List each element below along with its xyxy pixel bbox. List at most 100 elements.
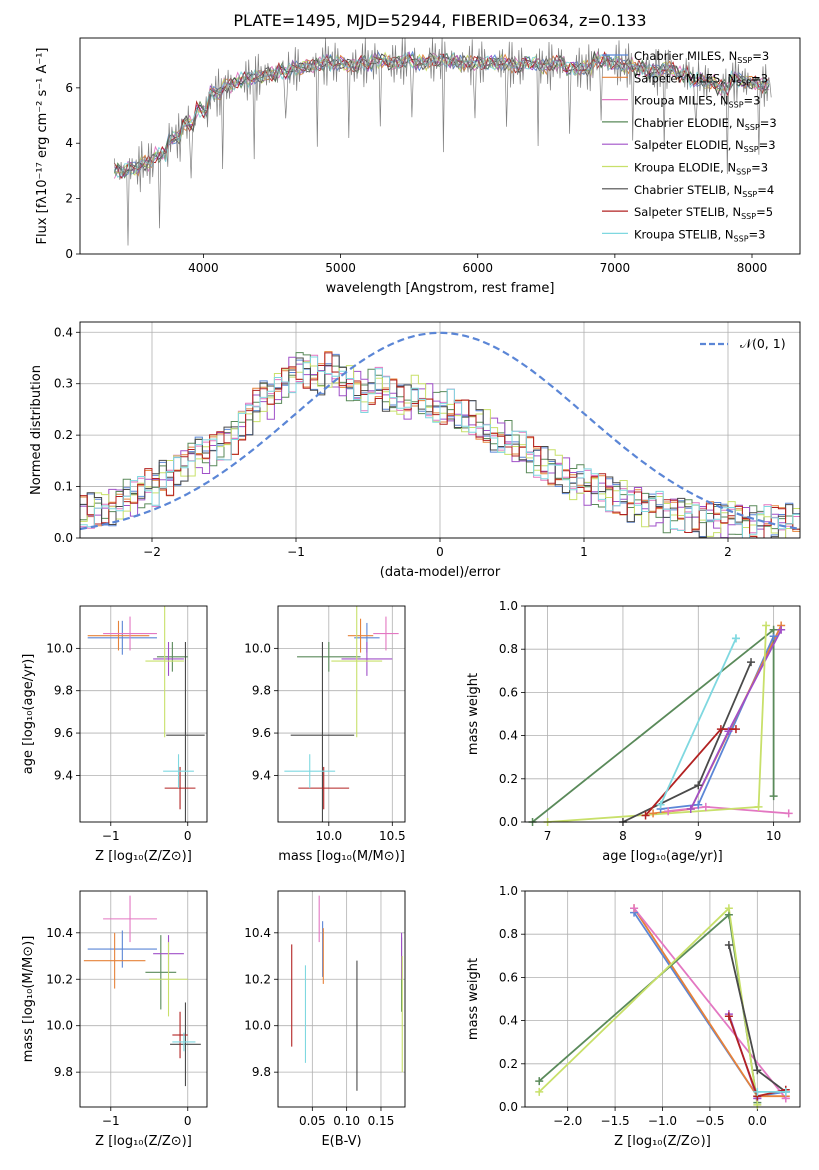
panel-massweight-vs-age: 7 8 9 10 0.0 0.2 0.4 0.6 0.8 1.0 age [log₁₀(age/yr… — [466, 599, 801, 864]
y-tick-label: 0.6 — [499, 970, 518, 984]
y-tick-label: 0 — [65, 247, 73, 261]
mass-weight-marker — [753, 1066, 762, 1075]
x-axis-label: Z [log₁₀(Z/Z⊙)] — [95, 1134, 192, 1149]
legend-label: Kroupa ELODIE, NSSP=3 — [634, 161, 768, 177]
y-tick-label: 10.0 — [244, 641, 271, 655]
x-tick-label: −2 — [143, 545, 161, 559]
legend-label: Kroupa STELIB, NSSP=3 — [634, 227, 765, 243]
x-axis-label: age [log₁₀(age/yr)] — [602, 849, 723, 864]
y-tick-label: 9.8 — [54, 684, 73, 698]
panel-massweight-vs-Z: −2.0 −1.5 −1.0 −0.5 0.0 0.0 0.2 0.4 0.6 0.8 1.0 Z [… — [466, 884, 801, 1149]
x-tick-label: 10.5 — [379, 829, 406, 843]
y-tick-label: 0.0 — [54, 531, 73, 545]
x-axis-label: wavelength [Angstrom, rest frame] — [326, 281, 555, 296]
mass-weight-marker — [754, 802, 763, 811]
y-tick-label: 9.8 — [252, 1065, 271, 1079]
y-tick-label: 10.0 — [46, 641, 73, 655]
y-tick-label: 10.2 — [244, 972, 271, 986]
mass-weight-marker — [686, 805, 695, 814]
y-tick-label: 10.0 — [244, 1019, 271, 1033]
mass-weight-line — [538, 906, 759, 1105]
y-tick-label: 10.4 — [46, 926, 73, 940]
y-tick-label: 10.2 — [46, 972, 73, 986]
mass-weight-marker — [731, 725, 740, 734]
y-axis-label: Flux [fλ10⁻¹⁷ erg cm⁻² s⁻¹ A⁻¹] — [35, 48, 50, 245]
y-tick-label: 1.0 — [499, 599, 518, 613]
residual-histogram — [80, 356, 800, 538]
y-tick-label: 9.6 — [54, 726, 73, 740]
mass-weight-marker — [724, 727, 733, 736]
legend-label: Salpeter STELIB, NSSP=5 — [634, 205, 773, 221]
x-tick-label: −0.5 — [695, 1114, 724, 1128]
x-tick-label: −1.5 — [601, 1114, 630, 1128]
x-tick-label: 4000 — [188, 261, 219, 275]
observed-spectrum-line — [113, 38, 772, 246]
plot-area — [291, 895, 403, 1091]
y-tick-label: 9.4 — [54, 768, 73, 782]
mass-weight-marker — [694, 800, 703, 809]
y-tick-label: 4 — [65, 136, 73, 150]
x-axis-label: Z [log₁₀(Z/Z⊙)] — [614, 1134, 711, 1149]
y-tick-label: 0.6 — [499, 685, 518, 699]
x-tick-label: 1 — [580, 545, 588, 559]
y-tick-label: 2 — [65, 192, 73, 206]
axes-frame — [524, 890, 801, 1108]
x-tick-label: 6000 — [462, 261, 493, 275]
y-tick-label: 0.2 — [499, 1057, 518, 1071]
legend-label: Chabrier STELIB, NSSP=4 — [634, 183, 774, 199]
plot-area — [113, 38, 772, 246]
plot-area — [80, 331, 800, 538]
y-tick-label: 0.0 — [499, 1100, 518, 1114]
y-tick-label: 0.4 — [499, 1014, 518, 1028]
mass-weight-marker — [781, 1087, 790, 1096]
x-tick-label: 5000 — [325, 261, 356, 275]
panel-spectrum: 4000 5000 6000 7000 8000 0 2 4 6 Chabrier MILES, … — [35, 37, 801, 296]
mass-weight-marker — [747, 658, 756, 667]
mass-weight-marker — [724, 941, 733, 949]
x-tick-label: −2.0 — [553, 1114, 582, 1128]
y-tick-label: 9.4 — [252, 768, 271, 782]
y-axis-label: mass [log₁₀(M/M⊙)] — [21, 936, 36, 1063]
plot-area — [83, 895, 201, 1087]
y-tick-label: 0.1 — [54, 480, 73, 494]
mass-weight-marker — [753, 1100, 762, 1109]
x-tick-label: 10.0 — [315, 829, 342, 843]
x-tick-label: 0.10 — [333, 1114, 360, 1128]
y-axis-label: mass weight — [466, 673, 481, 755]
plot-area — [87, 606, 205, 822]
x-tick-label: 10 — [766, 829, 781, 843]
plot-area — [531, 625, 789, 822]
mass-weight-marker — [784, 809, 793, 818]
mass-weight-line — [622, 661, 752, 822]
y-tick-label: 9.6 — [252, 726, 271, 740]
gaussian-curve — [80, 331, 798, 531]
y-tick-label: 10.0 — [46, 1019, 73, 1033]
mass-weight-marker — [762, 621, 771, 630]
y-tick-label: 0.0 — [499, 815, 518, 829]
x-tick-label: −1.0 — [648, 1114, 677, 1128]
x-axis-label: E(B-V) — [321, 1134, 361, 1149]
mass-weight-marker — [753, 1087, 762, 1096]
x-tick-label: −1 — [102, 1114, 120, 1128]
mass-weight-marker — [535, 1087, 544, 1096]
y-tick-label: 0.4 — [54, 325, 73, 339]
x-tick-label: 0 — [184, 829, 192, 843]
panel-mass-vs-EBV: 0.05 0.10 0.15 9.8 10.0 10.2 10.4 E(B-V) — [244, 890, 406, 1149]
x-tick-label: 9 — [694, 829, 702, 843]
mass-weight-line — [659, 638, 737, 806]
axes-frame — [79, 890, 208, 1108]
mass-weight-marker — [535, 1077, 544, 1086]
mass-weight-marker — [724, 1012, 733, 1021]
x-tick-label: 0.15 — [368, 1114, 395, 1128]
mass-weight-line — [660, 635, 775, 810]
y-tick-label: 0.8 — [499, 642, 518, 656]
y-tick-label: 9.8 — [54, 1065, 73, 1079]
axes-frame — [277, 605, 406, 823]
axes-frame — [79, 37, 801, 255]
mass-weight-marker — [731, 634, 740, 643]
legend-label: 𝒩(0, 1) — [740, 336, 786, 351]
axes-frame — [277, 890, 406, 1108]
legend-label: Salpeter ELODIE, NSSP=3 — [634, 138, 776, 154]
x-tick-label: −1 — [287, 545, 305, 559]
